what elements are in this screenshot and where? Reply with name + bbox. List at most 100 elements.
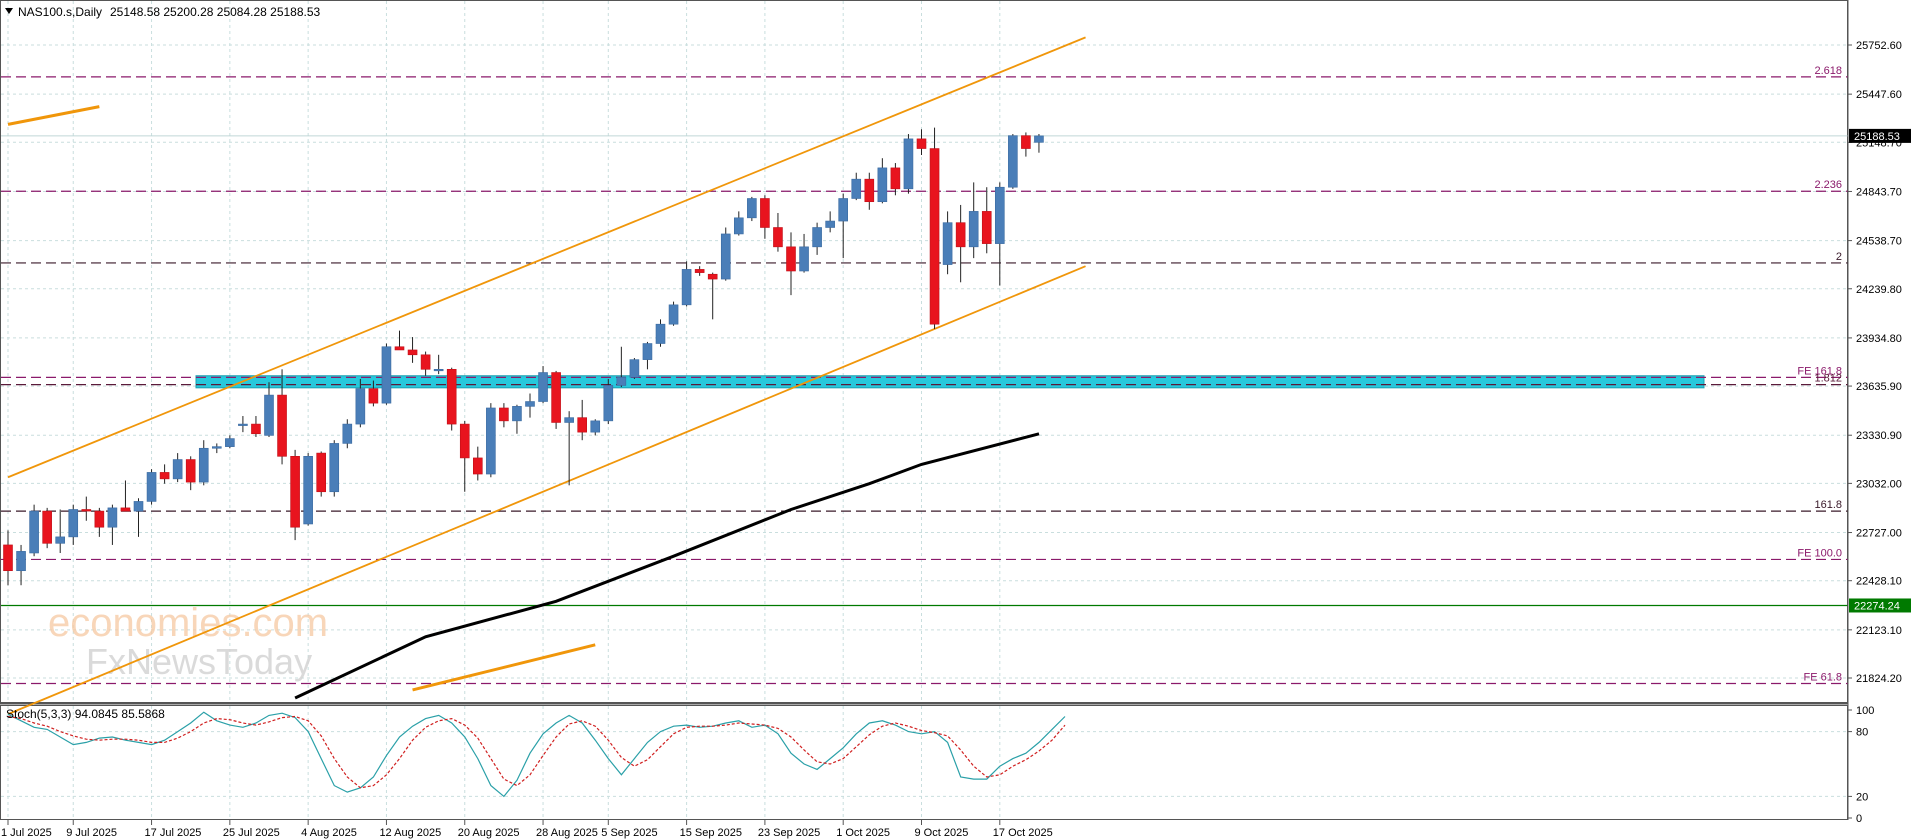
candle-body xyxy=(838,198,849,222)
candle-body xyxy=(251,423,261,435)
y-tick-label: 21824.20 xyxy=(1856,673,1902,685)
candle-body xyxy=(446,368,457,425)
x-tick-label: 17 Jul 2025 xyxy=(145,827,202,839)
watermark-line2: FxNewsToday xyxy=(86,641,312,682)
candle-body xyxy=(629,359,640,378)
level-label: 161.8 xyxy=(1814,499,1842,511)
symbol-dropdown-icon[interactable] xyxy=(5,8,13,14)
candle-body xyxy=(747,198,757,219)
price-marker-label: 22274.24 xyxy=(1854,600,1900,612)
candle-body xyxy=(642,343,653,360)
candle-body xyxy=(499,407,509,422)
candle-body xyxy=(694,269,705,273)
candle-body xyxy=(942,222,953,265)
level-label: FE 100.0 xyxy=(1797,547,1842,559)
x-tick-label: 25 Jul 2025 xyxy=(223,827,280,839)
candle-body xyxy=(303,456,313,525)
stochastic-label: Stoch(5,3,3) 94.0845 85.5868 xyxy=(6,707,165,721)
y-tick-label: 24843.70 xyxy=(1856,186,1902,198)
candle-body xyxy=(812,227,822,248)
level-label: FE 161.8 xyxy=(1797,365,1842,377)
candle-body xyxy=(29,510,39,554)
x-tick-label: 9 Oct 2025 xyxy=(915,827,969,839)
level-label: FE 61.8 xyxy=(1803,672,1842,684)
candle-body xyxy=(929,148,940,325)
y-tick-label: 22123.10 xyxy=(1856,625,1902,637)
candle-body xyxy=(681,269,692,306)
stochastic-panel[interactable] xyxy=(0,705,1848,820)
y-tick-label: 24239.80 xyxy=(1856,284,1902,296)
candle-body xyxy=(68,509,79,538)
y-tick-label: 25447.60 xyxy=(1856,89,1902,101)
watermark: economies.com FxNewsToday xyxy=(48,601,328,682)
y-tick-label: 24538.70 xyxy=(1856,236,1902,248)
y-tick-label: 22428.10 xyxy=(1856,576,1902,588)
candle-body xyxy=(616,377,627,386)
candle-body xyxy=(16,551,26,572)
ohlc-label: 25148.58 25200.28 25084.28 25188.53 xyxy=(110,5,321,19)
channel-line xyxy=(7,265,1086,715)
candle-body xyxy=(877,167,888,203)
x-tick-label: 15 Sep 2025 xyxy=(680,827,742,839)
current-price-label: 25188.53 xyxy=(1854,131,1900,143)
candle-body xyxy=(786,246,796,272)
candle-body xyxy=(968,211,979,248)
candle-body xyxy=(3,544,13,572)
stoch-tick-label: 80 xyxy=(1856,727,1868,739)
candle-body xyxy=(1008,135,1018,188)
candle-body xyxy=(994,186,1005,244)
stoch-d-line xyxy=(7,715,1066,789)
candle-body xyxy=(133,501,144,512)
y-tick-label: 22727.00 xyxy=(1856,528,1902,540)
chart-header: NAS100.s,Daily 25148.58 25200.28 25084.2… xyxy=(5,5,321,19)
candle-body xyxy=(277,394,287,457)
x-tick-label: 12 Aug 2025 xyxy=(379,827,441,839)
candle-body xyxy=(864,178,875,203)
candle-body xyxy=(890,167,901,190)
candle-body xyxy=(316,452,327,493)
candle-body xyxy=(472,457,483,475)
y-tick-label: 23934.80 xyxy=(1856,333,1902,345)
price-axis[interactable]: 25752.6025447.6025148.7024843.7024538.70… xyxy=(1847,0,1911,825)
candle-body xyxy=(799,246,809,272)
candle-body xyxy=(564,417,574,423)
symbol-label: NAS100.s,Daily xyxy=(18,5,102,19)
candle-body xyxy=(760,198,770,228)
candles xyxy=(3,127,1044,586)
x-tick-label: 17 Oct 2025 xyxy=(993,827,1053,839)
moving-average xyxy=(294,432,1040,700)
level-label: 2.236 xyxy=(1814,179,1842,191)
candle-body xyxy=(825,220,835,228)
y-tick-label: 23032.00 xyxy=(1856,478,1902,490)
candle-body xyxy=(720,233,731,280)
y-tick-label: 25752.60 xyxy=(1856,40,1902,52)
candle-body xyxy=(459,423,470,459)
candle-body xyxy=(655,323,666,344)
stoch-k-line xyxy=(7,711,1066,798)
candle-body xyxy=(212,446,222,449)
candle-body xyxy=(290,456,300,528)
stoch-tick-label: 100 xyxy=(1856,705,1874,717)
candle-body xyxy=(81,509,92,512)
channel-line xyxy=(7,36,1086,479)
x-tick-label: 4 Aug 2025 xyxy=(301,827,357,839)
candle-body xyxy=(342,423,353,444)
level-label: 2 xyxy=(1836,251,1842,263)
time-axis[interactable]: 1 Jul 2025 9 Jul 2025 17 Jul 2025 25 Jul 20… xyxy=(1,820,1053,839)
stoch-tick-label: 20 xyxy=(1856,791,1868,803)
candle-body xyxy=(433,368,444,372)
level-label: 1.812 xyxy=(1814,373,1842,385)
candle-body xyxy=(1034,135,1044,143)
candle-body xyxy=(733,217,744,235)
channel-line xyxy=(7,105,100,126)
candle-body xyxy=(955,222,966,248)
stoch-tick-label: 0 xyxy=(1856,813,1862,825)
candle-body xyxy=(264,394,274,436)
candle-body xyxy=(851,178,862,199)
main-panel[interactable] xyxy=(0,0,1848,703)
candle-body xyxy=(185,459,196,483)
candle-body xyxy=(120,507,131,512)
candle-body xyxy=(773,227,783,248)
candle-body xyxy=(42,510,52,544)
